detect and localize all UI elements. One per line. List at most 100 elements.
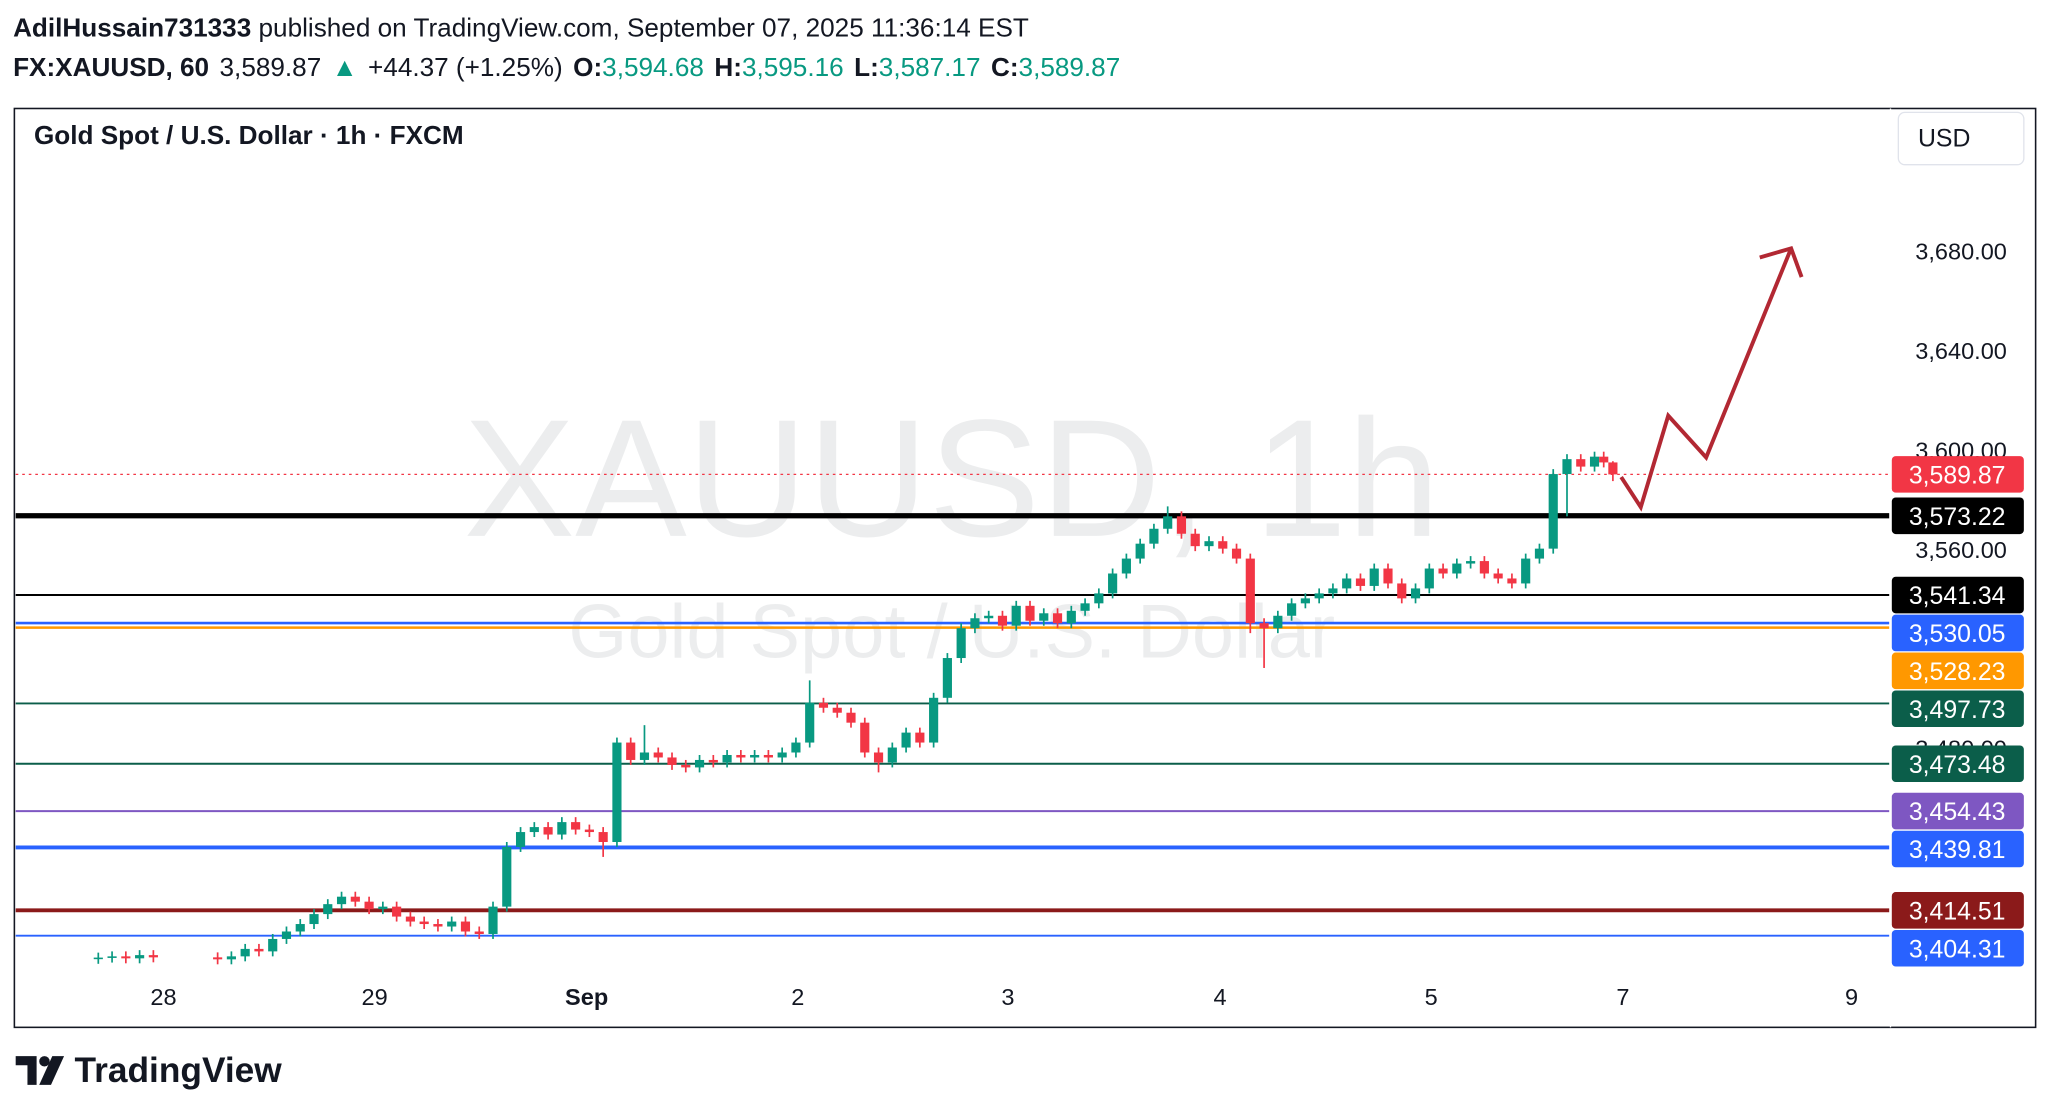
- x-tick-label: 5: [1425, 984, 1438, 1010]
- x-tick-label: 28: [150, 984, 176, 1010]
- candle-body: [336, 896, 347, 905]
- level-label: 3,541.34: [1909, 583, 2006, 610]
- currency-button[interactable]: [1897, 111, 2025, 166]
- ohlc-value: 3,589.87: [1019, 52, 1121, 82]
- x-tick-label: 7: [1616, 984, 1629, 1010]
- candle-body: [639, 752, 650, 760]
- candle-body: [281, 931, 292, 939]
- candle-body: [1328, 588, 1338, 594]
- candle-body: [1259, 623, 1269, 629]
- candle-body: [1149, 528, 1159, 544]
- candle-body: [557, 822, 567, 835]
- candle-body: [1080, 603, 1090, 611]
- candle-body: [226, 956, 236, 960]
- candle-body: [1163, 516, 1173, 529]
- candle-body: [805, 702, 815, 743]
- candle-body: [529, 827, 539, 833]
- level-label-box: [1891, 690, 2024, 728]
- candle-body: [1039, 613, 1049, 621]
- candle-body: [1108, 573, 1118, 594]
- candle-body: [1599, 456, 1609, 463]
- ohlc-label: L:: [854, 52, 879, 82]
- x-tick-label: 3: [1001, 984, 1014, 1010]
- candle-body: [1534, 548, 1545, 559]
- candle-body: [240, 948, 250, 957]
- candle-body: [681, 764, 691, 768]
- candle-body: [1397, 583, 1407, 599]
- level-label-box: [1891, 497, 2024, 535]
- y-tick-label: 3,680.00: [1915, 238, 2007, 264]
- candle-body: [148, 955, 158, 958]
- candle-body: [268, 938, 278, 952]
- candle-body: [1121, 558, 1131, 574]
- candle-body: [791, 742, 801, 753]
- candle-body: [405, 916, 415, 922]
- level-label: 3,530.05: [1909, 621, 2006, 648]
- author[interactable]: AdilHussain731333: [13, 13, 251, 43]
- candle-body: [1190, 533, 1200, 547]
- candle-body: [1369, 568, 1379, 586]
- candle-body: [915, 732, 925, 743]
- level-label: 3,497.73: [1909, 697, 2006, 724]
- level-label: 3,404.31: [1909, 936, 2006, 963]
- candle-body: [254, 948, 264, 952]
- projection-arrow: [1619, 245, 1804, 512]
- candle-body: [419, 921, 429, 925]
- ohlc-value: 3,595.16: [742, 52, 844, 82]
- candle-body: [1493, 573, 1503, 579]
- candle-body: [1052, 613, 1063, 624]
- candle-body: [93, 957, 103, 960]
- candle-body: [135, 955, 145, 959]
- candle-body: [818, 702, 829, 708]
- candle-body: [1479, 561, 1489, 574]
- candle-body: [736, 754, 746, 758]
- candle-body: [213, 957, 223, 960]
- candle-body: [887, 747, 897, 763]
- level-label: 3,454.43: [1909, 799, 2006, 826]
- x-tick-label: Sep: [565, 984, 608, 1010]
- x-tick-label: 4: [1213, 984, 1226, 1010]
- candle-body: [1521, 558, 1531, 584]
- candle-body: [121, 956, 131, 959]
- level-label-box: [1891, 456, 2024, 493]
- candle-body: [584, 829, 594, 833]
- candle-body: [460, 921, 471, 932]
- published: published on TradingView.com, September …: [251, 13, 1029, 43]
- candle-body: [1094, 593, 1104, 604]
- candle-body: [929, 697, 939, 743]
- level-label: 3,589.87: [1909, 463, 2006, 490]
- candle-body: [1204, 541, 1214, 547]
- candle-body: [295, 924, 305, 932]
- level-label-box: [1891, 614, 2024, 652]
- x-tick-label: 29: [362, 984, 388, 1010]
- x-tick-label: 9: [1845, 984, 1858, 1010]
- symbol: FX:XAUUSD, 60: [13, 52, 209, 82]
- candle-body: [1576, 459, 1586, 467]
- ohlc-label: C:: [991, 52, 1019, 82]
- y-tick-label: 3,560.00: [1915, 537, 2007, 563]
- change-arrow: ▲: [332, 52, 358, 82]
- y-tick-label: 3,640.00: [1915, 338, 2007, 364]
- level-label: 3,573.22: [1909, 504, 2006, 531]
- candle-body: [1452, 563, 1462, 574]
- level-label-box: [1891, 745, 2024, 783]
- candle-body: [1218, 541, 1228, 549]
- levels: [15, 473, 1890, 937]
- candle-body: [107, 956, 117, 958]
- candle-body: [1231, 548, 1242, 559]
- candle-body: [598, 832, 608, 842]
- candle-body: [1424, 568, 1434, 589]
- candle-body: [901, 732, 911, 748]
- candle-body: [873, 752, 884, 763]
- candle-body: [1355, 578, 1366, 586]
- level-label: 3,439.81: [1909, 837, 2006, 864]
- candle-body: [1342, 578, 1352, 589]
- candle-body: [1273, 615, 1283, 629]
- candle-body: [1025, 605, 1035, 621]
- candle-body: [309, 914, 319, 925]
- candle-body: [1410, 588, 1421, 599]
- level-label: 3,528.23: [1909, 659, 2006, 686]
- candle-body: [708, 759, 718, 763]
- brand: TradingView: [75, 1051, 283, 1090]
